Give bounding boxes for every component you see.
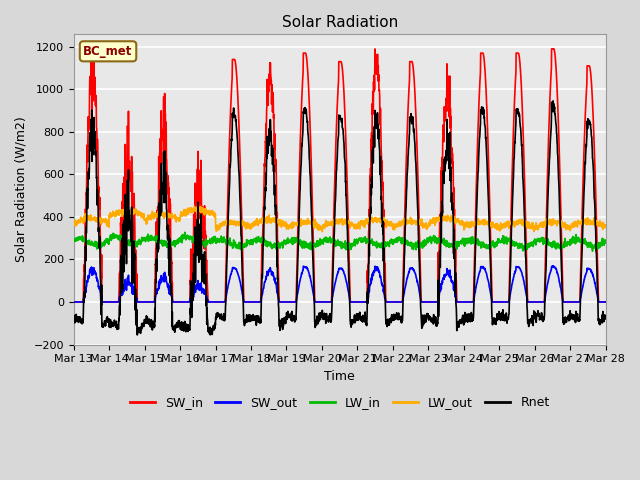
Text: BC_met: BC_met (83, 45, 132, 58)
Y-axis label: Solar Radiation (W/m2): Solar Radiation (W/m2) (15, 116, 28, 262)
X-axis label: Time: Time (324, 370, 355, 383)
Title: Solar Radiation: Solar Radiation (282, 15, 398, 30)
Legend: SW_in, SW_out, LW_in, LW_out, Rnet: SW_in, SW_out, LW_in, LW_out, Rnet (125, 391, 555, 414)
